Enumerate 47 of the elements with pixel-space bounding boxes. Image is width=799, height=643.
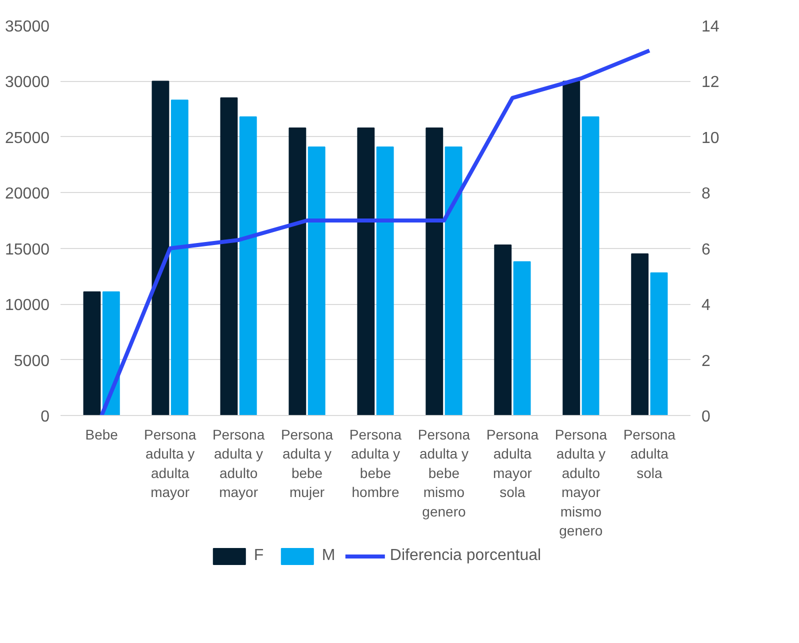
bar <box>170 100 188 416</box>
y2-tick-label: 12 <box>702 74 720 92</box>
bar <box>582 116 600 416</box>
x-tick-label: Persona adulta y bebe hombre <box>349 426 402 500</box>
y-tick-label: 25000 <box>5 130 50 147</box>
bar <box>239 116 257 416</box>
x-tick-label: Persona adulta y adulta mayor <box>144 426 196 500</box>
y2-tick-label: 14 <box>702 18 720 36</box>
x-tick-label: Persona adulta y adulto mayor <box>212 426 265 500</box>
bar <box>494 244 512 416</box>
y-tick-label: 35000 <box>5 18 50 36</box>
y2-tick-label: 10 <box>702 130 720 147</box>
legend-label: M <box>322 547 336 565</box>
bar <box>650 272 668 416</box>
y-tick-label: 30000 <box>5 74 50 92</box>
bar <box>444 146 462 416</box>
x-tick-label: Persona adulta y bebe mujer <box>280 426 334 500</box>
y-tick-label: 15000 <box>5 241 50 258</box>
y2-tick-label: 6 <box>702 241 710 258</box>
bar <box>562 80 580 416</box>
bar <box>102 291 120 416</box>
legend-label: Diferencia porcentual <box>390 547 542 565</box>
bar <box>152 80 170 416</box>
bar <box>376 146 394 416</box>
x-tick-label: Bebe <box>85 426 118 442</box>
x-tick-label: Persona adulta mayor sola <box>486 426 539 500</box>
bar <box>513 261 531 416</box>
bar <box>220 97 238 416</box>
bar <box>631 253 649 416</box>
line-series <box>100 48 652 416</box>
y2-tick-label: 0 <box>702 408 710 426</box>
y-tick-label: 5000 <box>14 352 50 370</box>
bar <box>308 146 326 416</box>
y-tick-label: 20000 <box>5 186 50 203</box>
y2-tick-label: 2 <box>702 352 710 370</box>
legend-label: F <box>254 547 265 565</box>
bar <box>288 128 306 416</box>
y-tick-label: 0 <box>40 408 50 426</box>
bar <box>357 128 375 416</box>
bar <box>83 291 101 416</box>
y2-tick-label: 8 <box>702 186 710 203</box>
x-tick-label: Persona adulta y bebe mismo genero <box>418 426 470 520</box>
x-tick-label: Persona adulta sola <box>623 426 676 481</box>
x-tick-label: Persona adulta y adulto mayor mismo genero <box>554 426 608 538</box>
y2-tick-label: 4 <box>702 297 710 314</box>
y-tick-label: 10000 <box>5 297 50 314</box>
bar <box>426 128 444 416</box>
